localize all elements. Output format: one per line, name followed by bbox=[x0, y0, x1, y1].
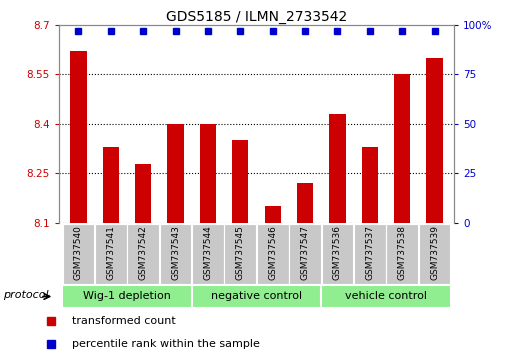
Text: GSM737542: GSM737542 bbox=[139, 225, 148, 280]
Bar bbox=[265, 206, 281, 223]
Bar bbox=[419, 224, 450, 284]
Title: GDS5185 / ILMN_2733542: GDS5185 / ILMN_2733542 bbox=[166, 10, 347, 24]
Bar bbox=[95, 224, 127, 284]
Text: GSM737544: GSM737544 bbox=[204, 225, 212, 280]
Bar bbox=[63, 224, 94, 284]
Bar bbox=[103, 147, 119, 223]
Bar bbox=[127, 224, 159, 284]
Text: GSM737538: GSM737538 bbox=[398, 225, 407, 280]
Bar bbox=[394, 74, 410, 223]
Text: GSM737543: GSM737543 bbox=[171, 225, 180, 280]
Bar bbox=[362, 147, 378, 223]
Text: vehicle control: vehicle control bbox=[345, 291, 427, 302]
Bar bbox=[192, 285, 321, 308]
Bar bbox=[297, 183, 313, 223]
Bar bbox=[200, 124, 216, 223]
Text: GSM737547: GSM737547 bbox=[301, 225, 309, 280]
Text: GSM737541: GSM737541 bbox=[106, 225, 115, 280]
Text: GSM737545: GSM737545 bbox=[236, 225, 245, 280]
Bar bbox=[257, 224, 288, 284]
Bar bbox=[329, 114, 346, 223]
Text: GSM737540: GSM737540 bbox=[74, 225, 83, 280]
Bar bbox=[232, 141, 248, 223]
Bar bbox=[160, 224, 191, 284]
Text: GSM737536: GSM737536 bbox=[333, 225, 342, 280]
Bar bbox=[192, 224, 224, 284]
Bar bbox=[70, 51, 87, 223]
Bar bbox=[321, 285, 451, 308]
Bar bbox=[289, 224, 321, 284]
Text: GSM737539: GSM737539 bbox=[430, 225, 439, 280]
Text: GSM737546: GSM737546 bbox=[268, 225, 277, 280]
Text: Wig-1 depletion: Wig-1 depletion bbox=[83, 291, 171, 302]
Text: GSM737537: GSM737537 bbox=[365, 225, 374, 280]
Bar bbox=[62, 285, 192, 308]
Text: percentile rank within the sample: percentile rank within the sample bbox=[72, 339, 260, 349]
Bar bbox=[354, 224, 386, 284]
Text: negative control: negative control bbox=[211, 291, 302, 302]
Bar bbox=[426, 58, 443, 223]
Text: protocol: protocol bbox=[3, 290, 49, 300]
Bar bbox=[322, 224, 353, 284]
Text: transformed count: transformed count bbox=[72, 316, 175, 326]
Bar bbox=[167, 124, 184, 223]
Bar bbox=[386, 224, 418, 284]
Bar bbox=[225, 224, 256, 284]
Bar bbox=[135, 164, 151, 223]
